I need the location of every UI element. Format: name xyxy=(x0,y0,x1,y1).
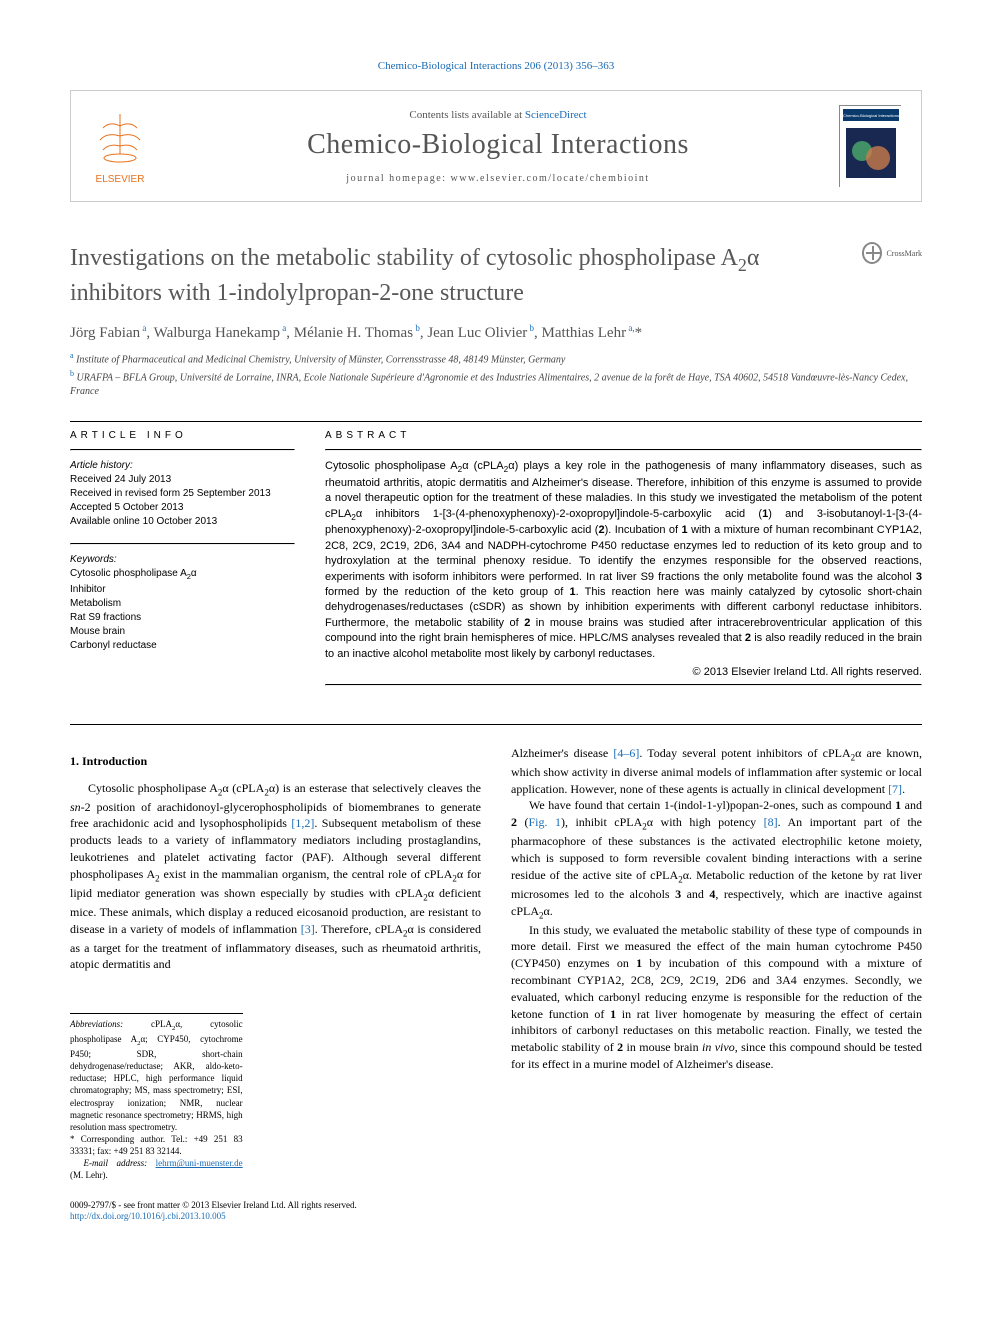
journal-cover-thumbnail: Chemico-Biological Interactions xyxy=(839,105,901,187)
elsevier-logo: ELSEVIER xyxy=(85,106,155,186)
crossmark-badge[interactable]: CrossMark xyxy=(862,242,922,264)
crossmark-label: CrossMark xyxy=(886,249,922,258)
keyword: Cytosolic phospholipase A2α xyxy=(70,567,295,583)
history-received: Received 24 July 2013 xyxy=(70,473,295,487)
figure-link[interactable]: Fig. 1 xyxy=(528,815,561,829)
article-title: Investigations on the metabolic stabilit… xyxy=(70,242,850,309)
ref-link[interactable]: [4–6] xyxy=(613,746,639,760)
ref-link[interactable]: [3] xyxy=(301,922,315,936)
keywords-label: Keywords: xyxy=(70,553,295,567)
abstract-heading: ABSTRACT xyxy=(325,430,922,441)
author-list: Jörg Fabian a, Walburga Hanekamp a, Méla… xyxy=(70,323,922,342)
keyword: Metabolism xyxy=(70,597,295,611)
citation-line: Chemico-Biological Interactions 206 (201… xyxy=(70,60,922,72)
history-online: Available online 10 October 2013 xyxy=(70,515,295,529)
affiliations: a Institute of Pharmaceutical and Medici… xyxy=(70,350,922,399)
svg-text:Chemico-Biological Interaction: Chemico-Biological Interactions xyxy=(843,113,899,118)
corresponding-email[interactable]: lehrm@uni-muenster.de xyxy=(156,1158,243,1168)
footnotes: Abbreviations: cPLA2α, cytosolic phospho… xyxy=(70,1013,243,1181)
homepage-url: www.elsevier.com/locate/chembioint xyxy=(451,173,650,184)
article-history-label: Article history: xyxy=(70,459,295,473)
citation-text: Chemico-Biological Interactions 206 (201… xyxy=(378,60,614,72)
keyword: Inhibitor xyxy=(70,583,295,597)
email-label: E-mail address: xyxy=(84,1158,156,1168)
abstract-text: Cytosolic phospholipase A2α (cPLA2α) pla… xyxy=(325,459,922,662)
ref-link[interactable]: [7] xyxy=(888,782,902,796)
journal-homepage: journal homepage: www.elsevier.com/locat… xyxy=(171,173,825,184)
history-revised: Received in revised form 25 September 20… xyxy=(70,487,295,501)
keyword: Mouse brain xyxy=(70,625,295,639)
sciencedirect-link[interactable]: ScienceDirect xyxy=(525,109,587,121)
keyword: Rat S9 fractions xyxy=(70,611,295,625)
abstract-column: ABSTRACT Cytosolic phospholipase A2α (cP… xyxy=(325,422,922,694)
page-footer: 0009-2797/$ - see front matter © 2013 El… xyxy=(70,1200,922,1223)
svg-text:ELSEVIER: ELSEVIER xyxy=(96,174,145,185)
keyword: Carbonyl reductase xyxy=(70,639,295,653)
body-column-left: 1. Introduction Cytosolic phospholipase … xyxy=(70,745,481,1182)
journal-name: Chemico-Biological Interactions xyxy=(171,129,825,161)
crossmark-icon xyxy=(862,242,882,264)
body-column-right: Alzheimer's disease [4–6]. Today several… xyxy=(511,745,922,1182)
affiliation-a: a Institute of Pharmaceutical and Medici… xyxy=(70,350,922,367)
journal-header: ELSEVIER Contents lists available at Sci… xyxy=(70,90,922,202)
abbreviations-label: Abbreviations: xyxy=(70,1019,123,1029)
abstract-copyright: © 2013 Elsevier Ireland Ltd. All rights … xyxy=(325,666,922,678)
footer-copyright: 0009-2797/$ - see front matter © 2013 El… xyxy=(70,1200,922,1212)
doi-link[interactable]: http://dx.doi.org/10.1016/j.cbi.2013.10.… xyxy=(70,1211,226,1221)
corresponding-label: * Corresponding author. xyxy=(70,1134,171,1144)
ref-link[interactable]: [8] xyxy=(764,815,778,829)
article-info-heading: ARTICLE INFO xyxy=(70,430,295,441)
article-info-column: ARTICLE INFO Article history: Received 2… xyxy=(70,422,295,694)
section-1-heading: 1. Introduction xyxy=(70,753,481,770)
history-accepted: Accepted 5 October 2013 xyxy=(70,501,295,515)
contents-available: Contents lists available at ScienceDirec… xyxy=(171,109,825,121)
affiliation-b: b URAFPA – BFLA Group, Université de Lor… xyxy=(70,368,922,399)
ref-link[interactable]: [1,2] xyxy=(291,816,314,830)
